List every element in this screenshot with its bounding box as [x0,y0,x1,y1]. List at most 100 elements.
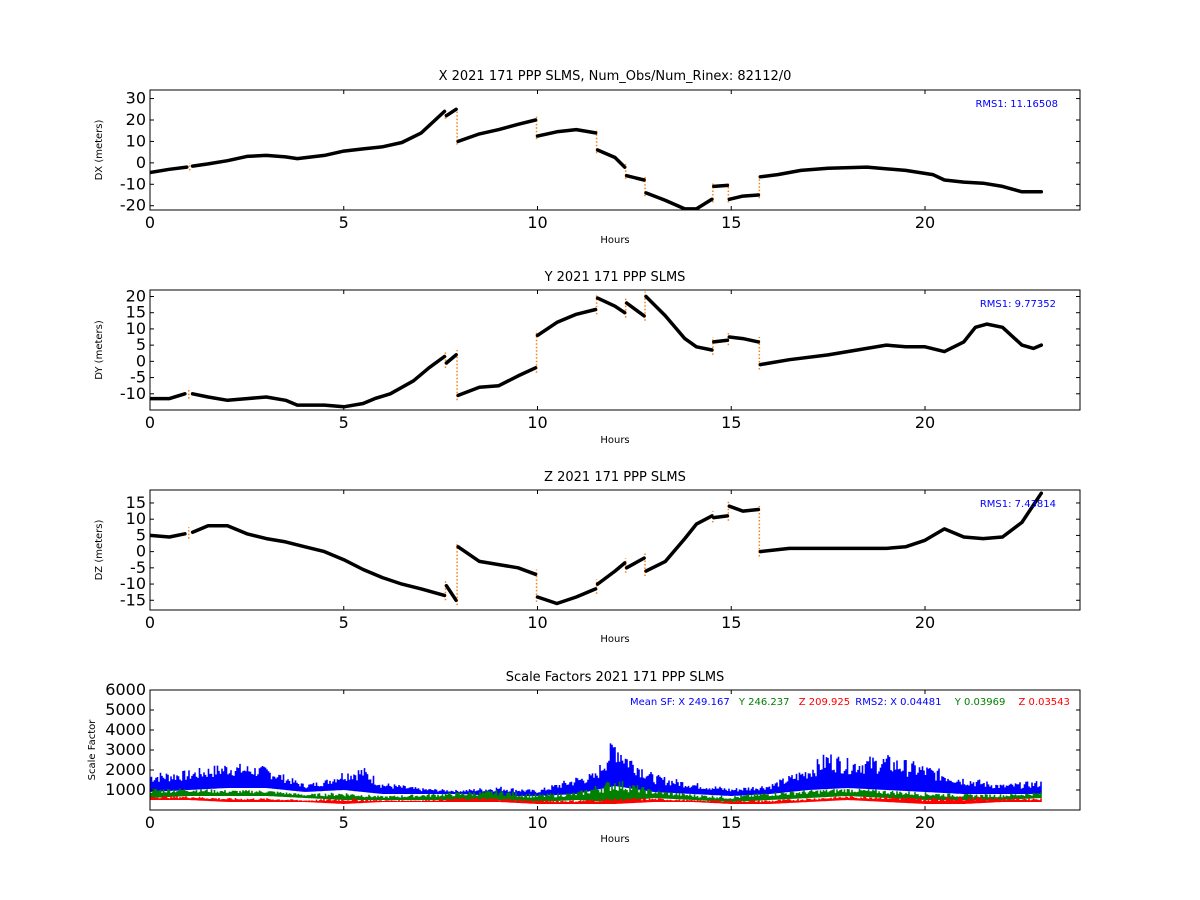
y-axis-label: DX (meters) [94,119,105,180]
y-tick-label: 0 [136,153,146,172]
plot-area [150,291,1044,409]
data-trace [150,392,187,401]
series-z [150,796,1042,804]
panel-scale-factors: Scale Factors 2021 171 PPP SLMS 0 5 10 15 20… [87,670,1081,845]
rms2-z: Z 0.03543 [1019,697,1070,708]
x-axis-label: Hours [600,634,629,645]
x-tick-label: 0 [145,613,155,632]
data-trace [624,556,646,570]
chart-title: Scale Factors 2021 171 PPP SLMS [506,670,725,685]
y-tick-label: 6000 [105,680,146,699]
data-trace [644,514,714,573]
x-tick-label: 15 [721,613,741,632]
x-axis-label: Hours [600,834,629,845]
data-trace [727,335,761,344]
rms-annotation: RMS1: 9.77352 [980,299,1056,310]
chart-title: X 2021 171 PPP SLMS, Num_Obs/Num_Rinex: … [439,69,792,84]
x-tick-label: 10 [527,413,547,432]
x-tick-label: 15 [721,413,741,432]
y-axis-label: DZ (meters) [94,519,105,580]
y-tick-label: -10 [120,384,146,403]
data-trace [595,296,627,315]
series-y-points [150,781,1042,802]
data-trace [456,366,538,398]
y-axis-label: DY (meters) [94,320,105,380]
x-tick-label: 5 [339,413,349,432]
data-trace [644,191,714,210]
x-tick-label: 5 [339,213,349,232]
x-tick-label: 20 [915,813,935,832]
y-tick-label: 3000 [105,740,146,759]
data-trace [535,587,598,606]
data-trace [712,514,730,520]
data-trace [150,165,189,175]
plot-area [150,106,1044,210]
data-trace [727,504,761,513]
y-tick-label: -5 [130,368,146,387]
panel-dx: X 2021 171 PPP SLMS, Num_Obs/Num_Rinex: … [94,69,1081,246]
x-tick-label: 15 [721,813,741,832]
scale-factor-annotation: Mean SF: X 249.167 Y 246.237 Z 209.925 R… [630,697,1070,708]
x-tick-label: 5 [339,813,349,832]
y-tick-label: 5000 [105,700,146,719]
data-trace [758,491,1044,554]
y-tick-label: 0 [136,351,146,370]
x-tick-label: 10 [527,613,547,632]
x-tick-label: 10 [527,813,547,832]
series-x [150,743,1042,796]
data-trace [444,353,458,365]
data-trace [535,127,598,138]
x-tick-label: 20 [915,213,935,232]
data-trace [758,322,1044,367]
x-tick-label: 5 [339,613,349,632]
data-trace [712,183,730,189]
x-tick-label: 0 [145,813,155,832]
y-tick-label: -10 [120,574,146,593]
x-tick-label: 20 [915,413,935,432]
x-tick-label: 10 [527,213,547,232]
y-tick-label: -15 [120,590,146,609]
data-trace [190,354,447,409]
y-tick-label: 20 [126,286,146,305]
axis-ticks: 0 5 10 15 20 30 20 10 0 -10 -20 [120,89,1080,232]
data-trace [727,193,761,202]
plot-frame [149,89,1081,211]
x-tick-label: 20 [915,613,935,632]
y-tick-label: 5 [136,335,146,354]
rms-annotation: RMS1: 7.43814 [980,499,1056,510]
x-axis-label: Hours [600,235,629,246]
rms2-x: RMS2: X 0.04481 [855,697,941,708]
data-trace [535,307,598,338]
mean-sf-y: Y 246.237 [738,697,790,708]
chart-title: Z 2021 171 PPP SLMS [544,470,686,485]
mean-sf-z: Z 209.925 [799,697,850,708]
x-tick-label: 0 [145,213,155,232]
y-axis-label: Scale Factor [87,719,98,781]
y-tick-label: -10 [120,174,146,193]
x-tick-label: 0 [145,413,155,432]
data-trace [624,173,646,182]
y-tick-label: 0 [136,542,146,561]
data-trace [190,523,447,598]
data-trace [456,545,538,577]
data-trace [595,148,627,169]
series-x-points [150,743,1042,796]
rms-annotation: RMS1: 11.16508 [975,99,1058,110]
y-tick-label: 10 [126,509,146,528]
series-y [150,781,1042,802]
data-trace [456,118,538,144]
y-tick-label: 20 [126,110,146,129]
y-tick-label: -20 [120,196,146,215]
y-tick-label: 5 [136,525,146,544]
plot-frame [149,289,1081,411]
x-axis-label: Hours [600,435,629,446]
data-trace [758,165,1044,194]
data-trace [444,583,458,603]
y-tick-label: 30 [126,89,146,108]
series-z-points [150,796,1042,804]
data-trace [644,294,714,352]
x-tick-label: 15 [721,213,741,232]
